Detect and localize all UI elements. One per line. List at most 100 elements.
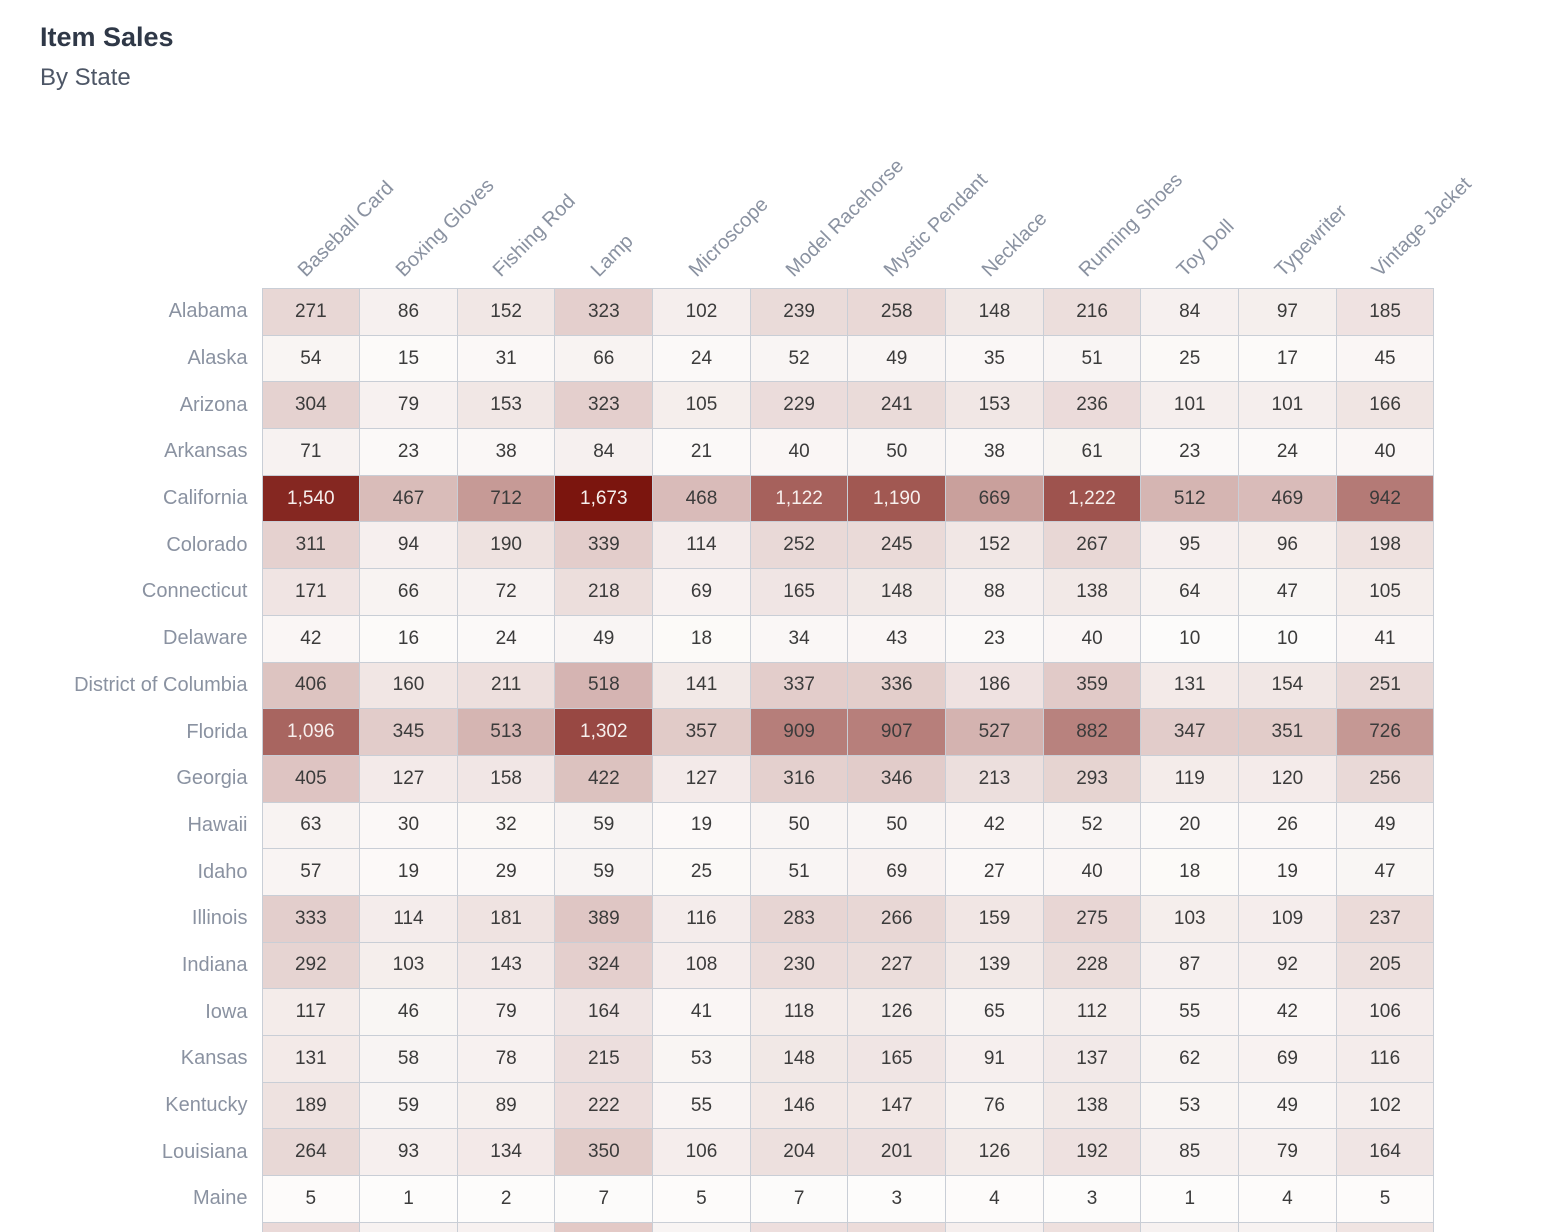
row-label: Indiana: [0, 942, 263, 989]
heatmap-cell: 148: [945, 288, 1044, 336]
heatmap-cell: 101: [1140, 381, 1240, 430]
heatmap-cell: 293: [1042, 754, 1142, 803]
heatmap-cell: 57: [261, 848, 361, 896]
heatmap-cell: [261, 1221, 361, 1232]
column-header-label: Toy Doll: [1172, 215, 1239, 282]
heatmap-cell: 942: [1335, 474, 1435, 523]
heatmap-cell: 23: [359, 428, 458, 476]
heatmap-cell: 192: [1042, 1128, 1142, 1177]
heatmap-cell: 137: [1042, 1035, 1142, 1083]
heatmap-cell: 211: [456, 661, 556, 710]
heatmap-cell: 131: [1140, 661, 1240, 710]
heatmap-cell: 65: [945, 988, 1044, 1036]
heatmap-cell: 185: [1335, 288, 1435, 336]
heatmap-cell: 105: [652, 381, 751, 430]
heatmap-cell: [1238, 1221, 1337, 1232]
heatmap-cell: 512: [1140, 474, 1240, 523]
heatmap-cell: 3: [847, 1175, 947, 1223]
heatmap-cell: 271: [261, 288, 361, 336]
heatmap-cell: 52: [1042, 801, 1142, 850]
heatmap-cell: 18: [1140, 848, 1240, 896]
heatmap-cell: 25: [652, 848, 751, 896]
heatmap-cell: 405: [261, 754, 361, 803]
heatmap-cell: 141: [652, 661, 751, 710]
heatmap-cell: 336: [847, 661, 947, 710]
heatmap-cell: 59: [554, 848, 654, 896]
row-label: Idaho: [0, 848, 263, 896]
heatmap-cell: 311: [261, 521, 361, 570]
heatmap-cell: 127: [652, 754, 751, 803]
heatmap-cell: 106: [1335, 988, 1435, 1036]
heatmap-cell: 1,540: [261, 474, 361, 523]
column-header-label: Fishing Rod: [489, 190, 581, 282]
column-header-label: Baseball Card: [293, 176, 399, 282]
heatmap-cell: 138: [1042, 568, 1142, 616]
column-header-label: Lamp: [586, 230, 638, 282]
heatmap-cell: 53: [652, 1035, 751, 1083]
heatmap-cell: 518: [554, 661, 654, 710]
row-label: Alabama: [0, 288, 263, 336]
table-row: Indiana 292 103 143 324 108 230 227 139 228 87 92 20…: [0, 941, 1435, 990]
heatmap-cell: 230: [749, 941, 849, 990]
heatmap-cell: 29: [456, 848, 556, 896]
heatmap-cell: 66: [554, 334, 654, 383]
heatmap-cell: 61: [1042, 428, 1142, 476]
heatmap-cell: 66: [359, 568, 458, 616]
heatmap-cell: 40: [1042, 848, 1142, 896]
heatmap-cell: 1,122: [749, 474, 849, 523]
heatmap-cell: 76: [945, 1081, 1044, 1130]
heatmap-table: Alabama 271 86 152 323 102 239 258 148 216 84 97 185…: [0, 288, 1435, 1232]
heatmap-cell: 152: [456, 288, 556, 336]
heatmap-cell: 229: [749, 381, 849, 430]
heatmap-cell: 2: [456, 1175, 556, 1223]
heatmap-cell: 1,190: [847, 474, 947, 523]
heatmap-cell: 237: [1335, 894, 1435, 943]
heatmap-cell: 42: [945, 801, 1044, 850]
heatmap-cell: 118: [749, 988, 849, 1036]
heatmap-cell: 350: [554, 1128, 654, 1177]
heatmap-cell: 40: [1042, 614, 1142, 663]
heatmap-cell: 79: [456, 988, 556, 1036]
heatmap-cell: 72: [456, 568, 556, 616]
heatmap-cell: 347: [1140, 708, 1240, 756]
heatmap-cell: 215: [554, 1035, 654, 1083]
column-header-label: Mystic Pendant: [879, 169, 992, 282]
heatmap-cell: 93: [359, 1128, 458, 1177]
row-label: Illinois: [0, 895, 263, 943]
heatmap-cell: [359, 1221, 458, 1232]
heatmap-cell: 53: [1140, 1081, 1240, 1130]
row-label: Louisiana: [0, 1128, 263, 1176]
heatmap-cell: [749, 1221, 849, 1232]
row-label: Georgia: [0, 755, 263, 803]
heatmap-cell: 164: [554, 988, 654, 1036]
heatmap-cell: 275: [1042, 894, 1142, 943]
heatmap-cell: 69: [652, 568, 751, 616]
heatmap-cell: 86: [359, 288, 458, 336]
heatmap-cell: 1: [1140, 1175, 1240, 1223]
heatmap-cell: 49: [554, 614, 654, 663]
heatmap-cell: 4: [945, 1175, 1044, 1223]
heatmap-cell: 27: [945, 848, 1044, 896]
heatmap-cell: [847, 1221, 947, 1232]
heatmap-cell: 527: [945, 708, 1044, 756]
heatmap-cell: 513: [456, 708, 556, 756]
heatmap-cell: 55: [1140, 988, 1240, 1036]
heatmap-cell: 213: [945, 754, 1044, 803]
heatmap-cell: 43: [847, 614, 947, 663]
table-row: Delaware 42 16 24 49 18 34 43 23 40 10 10 41: [0, 614, 1435, 663]
heatmap-cell: 227: [847, 941, 947, 990]
heatmap-cell: 236: [1042, 381, 1142, 430]
heatmap-cell: 108: [652, 941, 751, 990]
heatmap-cell: 47: [1238, 568, 1337, 616]
heatmap-cell: 103: [359, 941, 458, 990]
heatmap-cell: 153: [945, 381, 1044, 430]
heatmap-cell: 119: [1140, 754, 1240, 803]
heatmap-cell: [456, 1221, 556, 1232]
heatmap-cell: 468: [652, 474, 751, 523]
row-label: [0, 1222, 263, 1232]
heatmap-cell: 71: [261, 428, 361, 476]
heatmap-cell: 58: [359, 1035, 458, 1083]
heatmap-cell: 160: [359, 661, 458, 710]
heatmap-cell: 292: [261, 941, 361, 990]
